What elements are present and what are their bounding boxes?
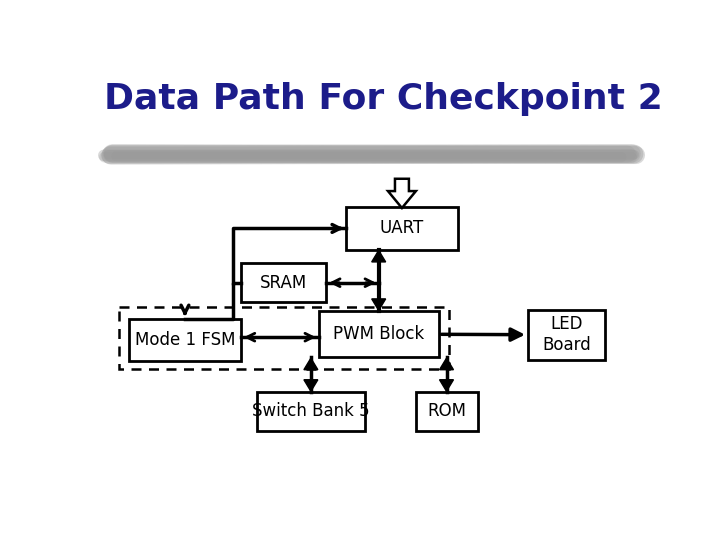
Text: ROM: ROM [427,402,466,420]
Text: SRAM: SRAM [260,274,307,292]
Polygon shape [439,358,454,370]
Bar [256,392,365,430]
Polygon shape [372,251,386,262]
Polygon shape [388,179,416,208]
Bar [415,392,477,430]
Polygon shape [304,380,318,392]
Text: UART: UART [380,219,424,238]
Bar [241,264,326,302]
Text: LED
Board: LED Board [542,315,591,354]
Polygon shape [372,299,386,310]
Bar [319,311,438,357]
Text: Mode 1 FSM: Mode 1 FSM [135,331,235,349]
Bar [129,319,241,361]
Bar [528,309,606,360]
Bar [346,207,458,249]
Text: Data Path For Checkpoint 2: Data Path For Checkpoint 2 [104,82,662,116]
Text: PWM Block: PWM Block [333,325,424,343]
Text: Switch Bank 5: Switch Bank 5 [252,402,369,420]
Polygon shape [304,358,318,370]
Bar [120,307,449,369]
Polygon shape [439,380,454,392]
